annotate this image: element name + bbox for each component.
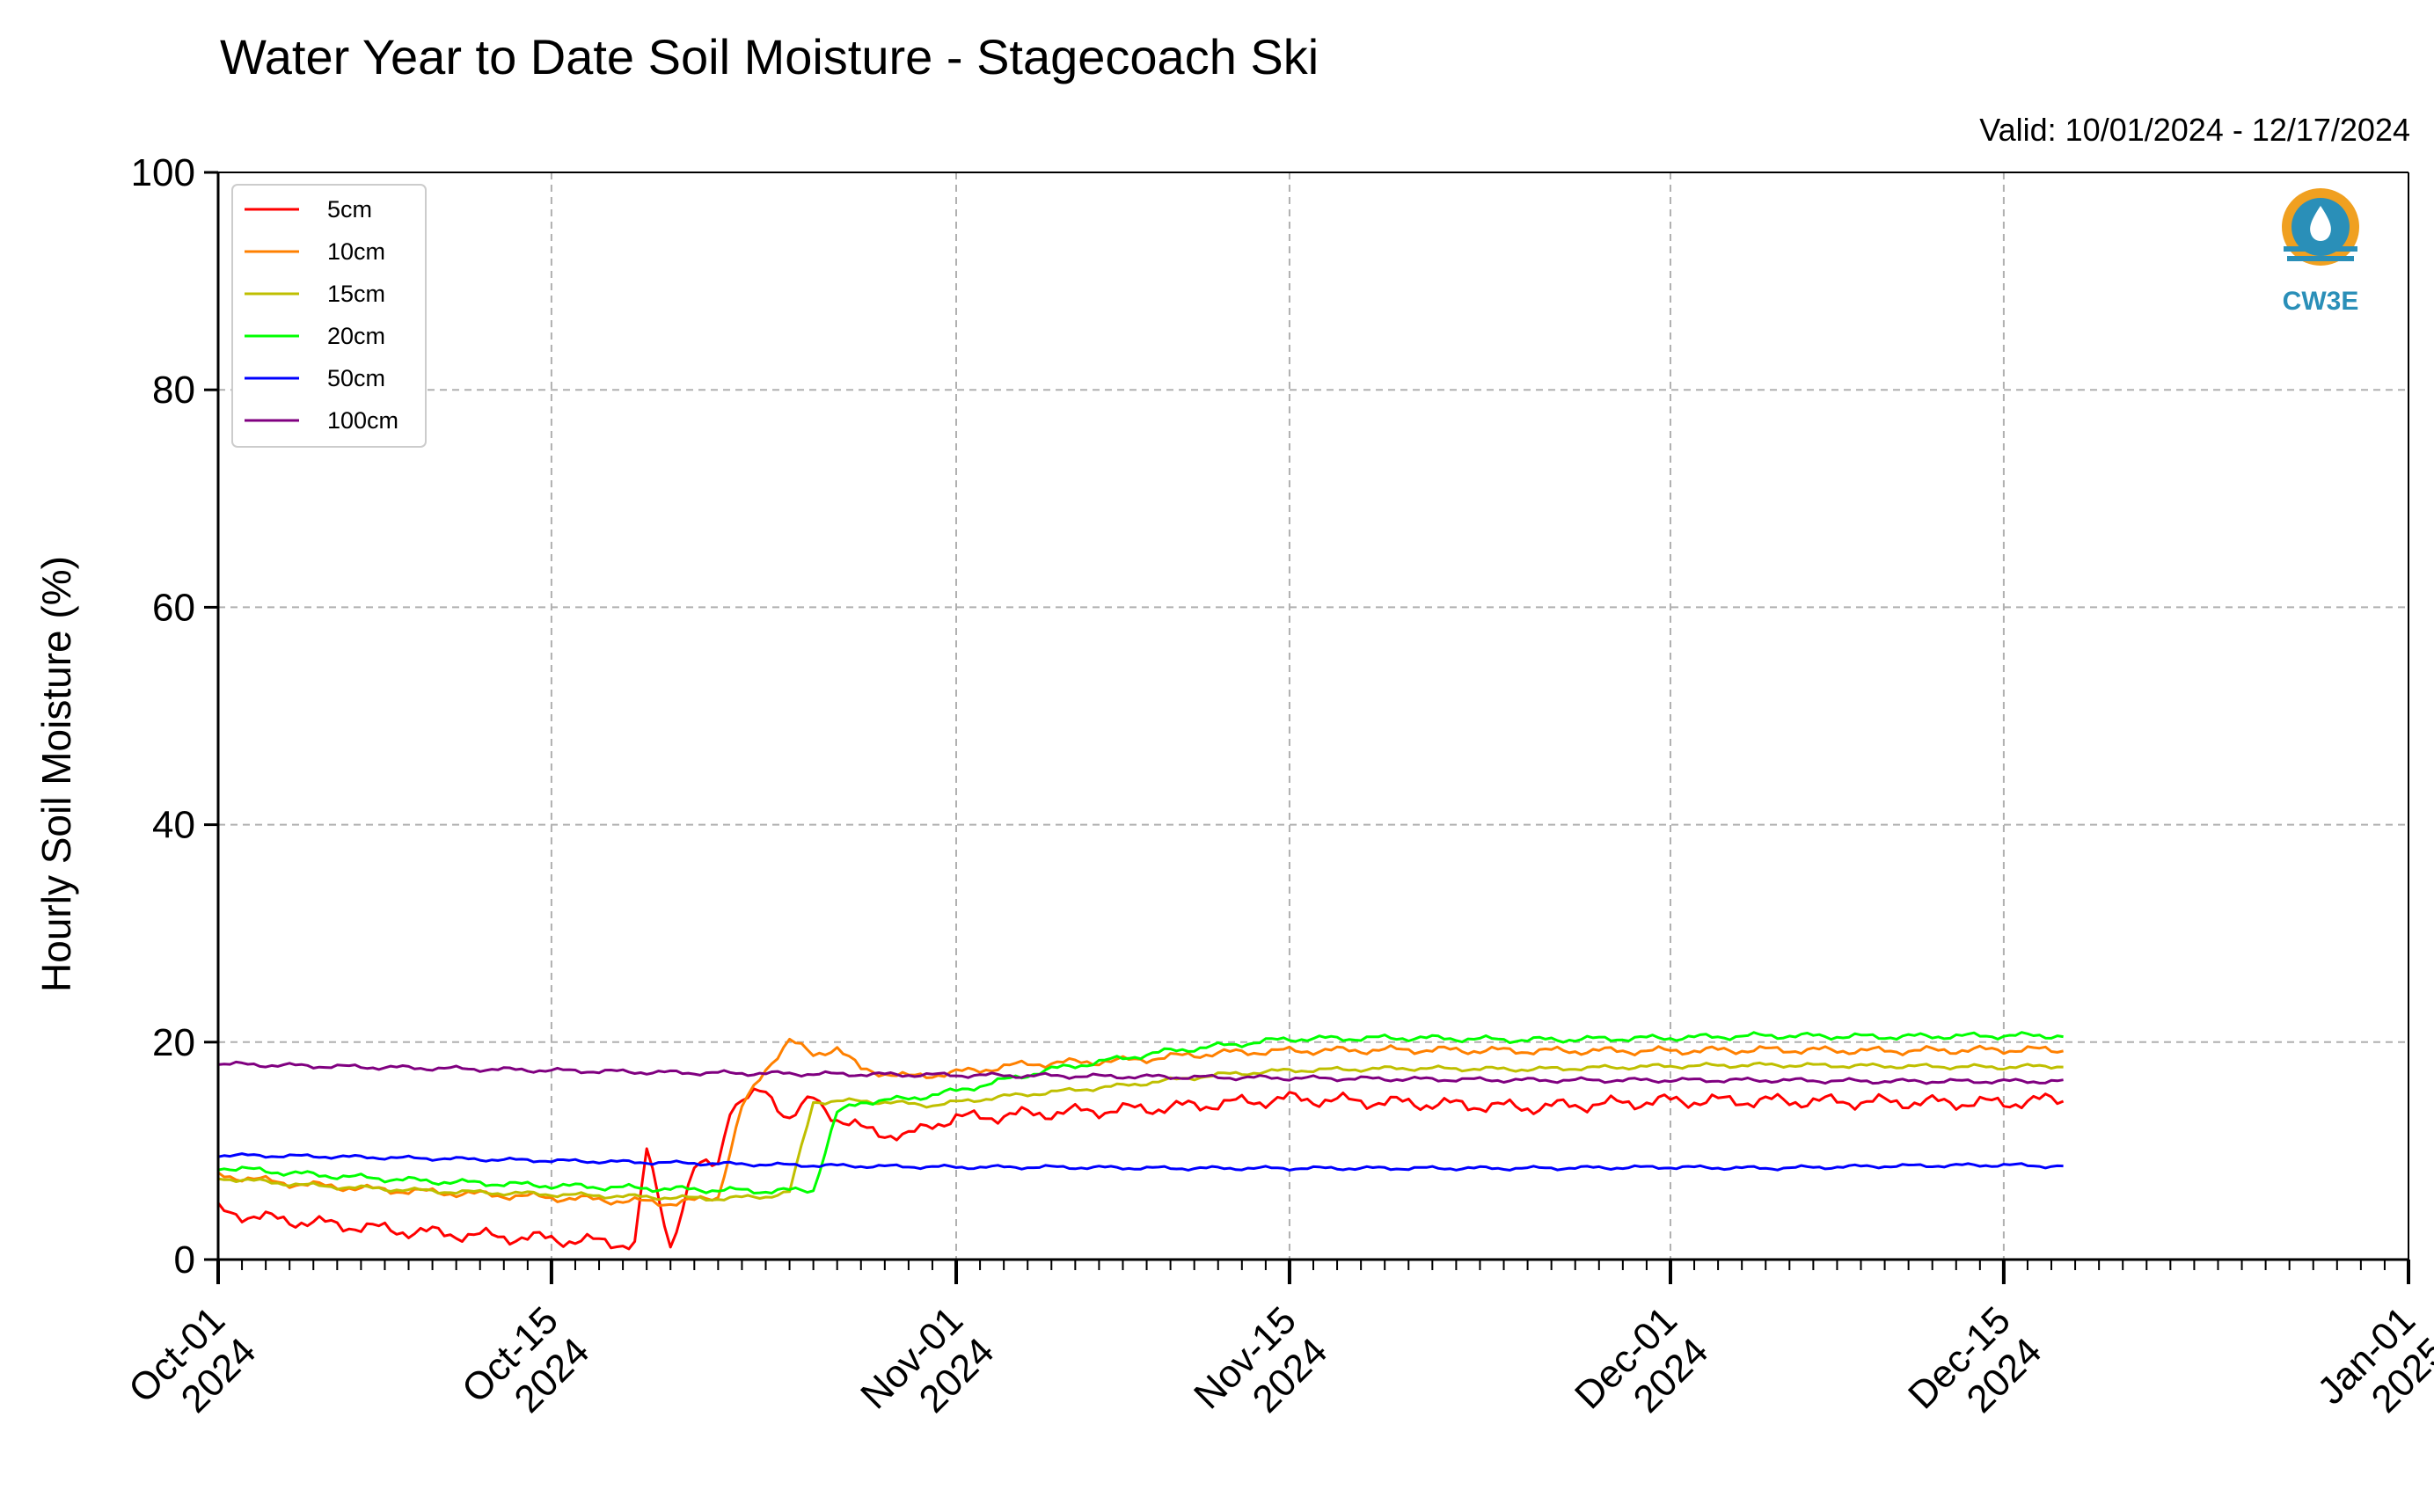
series-line-20cm: [217, 1031, 2064, 1194]
logo-wave-1: [2284, 246, 2357, 252]
y-tick-label: 60: [152, 586, 195, 629]
series-line-100cm: [217, 1060, 2064, 1085]
chart-title: Water Year to Date Soil Moisture - Stage…: [220, 29, 1319, 84]
chart-subtitle: Valid: 10/01/2024 - 12/17/2024: [1979, 112, 2410, 148]
series-line-10cm: [217, 1037, 2064, 1207]
legend-label-5cm: 5cm: [327, 196, 372, 223]
y-tick-label: 20: [152, 1021, 195, 1064]
y-tick-label: 80: [152, 369, 195, 412]
drop-icon: [2310, 206, 2331, 241]
y-tick-label: 100: [131, 151, 195, 194]
series-line-5cm: [216, 1087, 2065, 1251]
legend-label-100cm: 100cm: [327, 407, 398, 434]
logo-wave-2: [2287, 256, 2354, 261]
legend-label-15cm: 15cm: [327, 281, 385, 307]
y-axis: 0 20 40 60 80 100: [131, 151, 218, 1282]
series-line-50cm: [217, 1152, 2064, 1172]
y-tick-label: 0: [174, 1238, 195, 1282]
grid-lines: [218, 172, 2408, 1260]
legend-label-10cm: 10cm: [327, 238, 385, 265]
y-tick-label: 40: [152, 804, 195, 847]
legend-label-20cm: 20cm: [327, 323, 385, 349]
cw3e-logo: CW3E: [2282, 188, 2359, 316]
series-line-15cm: [217, 1061, 2064, 1202]
plot-frame: [216, 172, 2409, 1261]
logo-text: CW3E: [2283, 287, 2359, 316]
series-lines: [216, 1031, 2065, 1251]
y-axis-label: Hourly Soil Moisture (%): [33, 556, 79, 992]
legend-label-50cm: 50cm: [327, 365, 385, 391]
legend: 5cm 10cm 15cm 20cm 50cm 100cm: [231, 184, 427, 448]
